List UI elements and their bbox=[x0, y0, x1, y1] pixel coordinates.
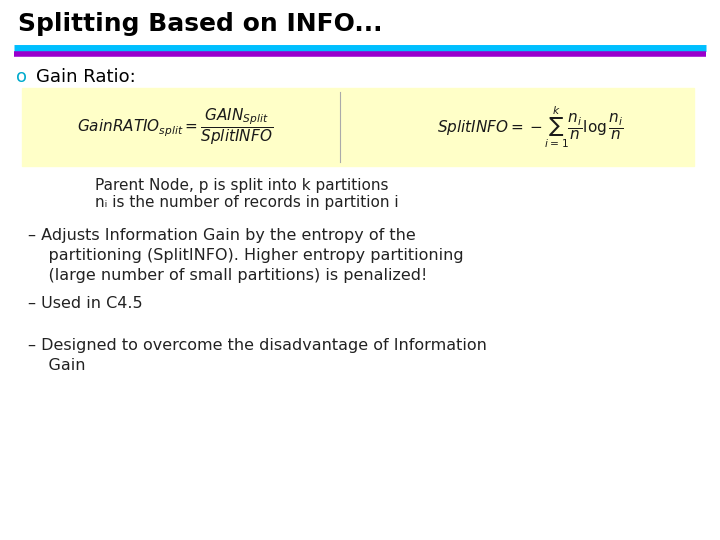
Text: Parent Node, p is split into k partitions: Parent Node, p is split into k partition… bbox=[95, 178, 389, 193]
Text: nᵢ is the number of records in partition i: nᵢ is the number of records in partition… bbox=[95, 195, 399, 210]
Text: – Designed to overcome the disadvantage of Information
    Gain: – Designed to overcome the disadvantage … bbox=[28, 338, 487, 373]
Text: $\mathit{SplitINFO} = -\sum_{i=1}^{k} \dfrac{n_i}{n} \log \dfrac{n_i}{n}$: $\mathit{SplitINFO} = -\sum_{i=1}^{k} \d… bbox=[437, 104, 624, 150]
FancyBboxPatch shape bbox=[22, 88, 694, 166]
Text: – Adjusts Information Gain by the entropy of the
    partitioning (SplitINFO). H: – Adjusts Information Gain by the entrop… bbox=[28, 228, 464, 282]
Text: Splitting Based on INFO...: Splitting Based on INFO... bbox=[18, 12, 382, 36]
Text: $\mathit{GainRATIO}_{split} = \dfrac{\mathit{GAIN}_{Split}}{\mathit{SplitINFO}}$: $\mathit{GainRATIO}_{split} = \dfrac{\ma… bbox=[77, 107, 273, 147]
Text: o: o bbox=[16, 68, 27, 86]
Text: Gain Ratio:: Gain Ratio: bbox=[36, 68, 136, 86]
Text: – Used in C4.5: – Used in C4.5 bbox=[28, 296, 143, 311]
